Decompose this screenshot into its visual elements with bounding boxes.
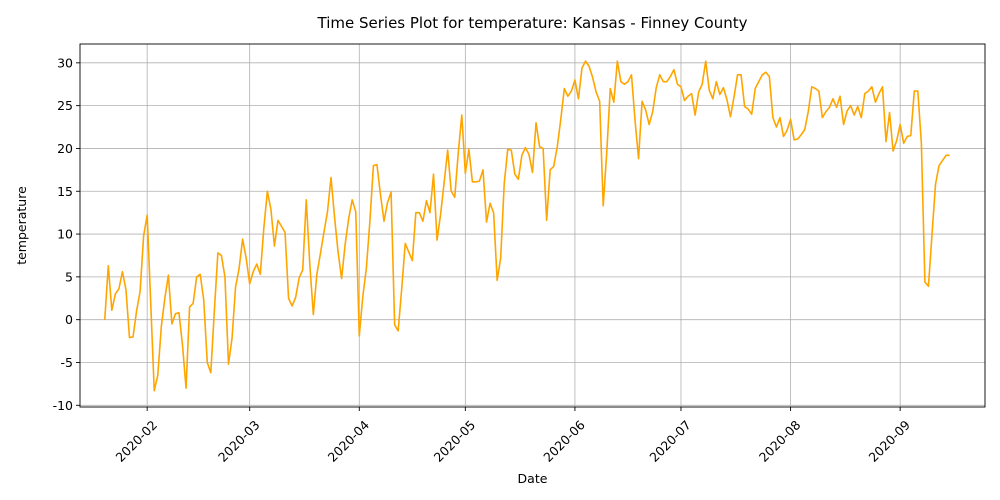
plot-frame [79, 43, 986, 408]
x-axis-label: Date [518, 471, 548, 486]
y-tick-label: 20 [57, 141, 73, 156]
y-axis-ticks: -10 -5 0 5 10 15 20 25 30 [53, 55, 80, 413]
y-tick-label: 25 [57, 98, 73, 113]
y-tick-label: -5 [61, 355, 73, 370]
chart-title: Time Series Plot for temperature: Kansas… [317, 14, 748, 32]
series-layer [103, 60, 950, 392]
y-tick-label: 0 [65, 312, 73, 327]
y-axis-label: temperature [14, 186, 29, 265]
y-tick-label: 10 [57, 227, 73, 242]
y-tick-label: 30 [57, 55, 73, 70]
y-tick-label: 15 [57, 184, 73, 199]
series-line-temperature [103, 60, 950, 392]
y-tick-label: 5 [65, 269, 73, 284]
y-tick-label: -10 [53, 398, 73, 413]
